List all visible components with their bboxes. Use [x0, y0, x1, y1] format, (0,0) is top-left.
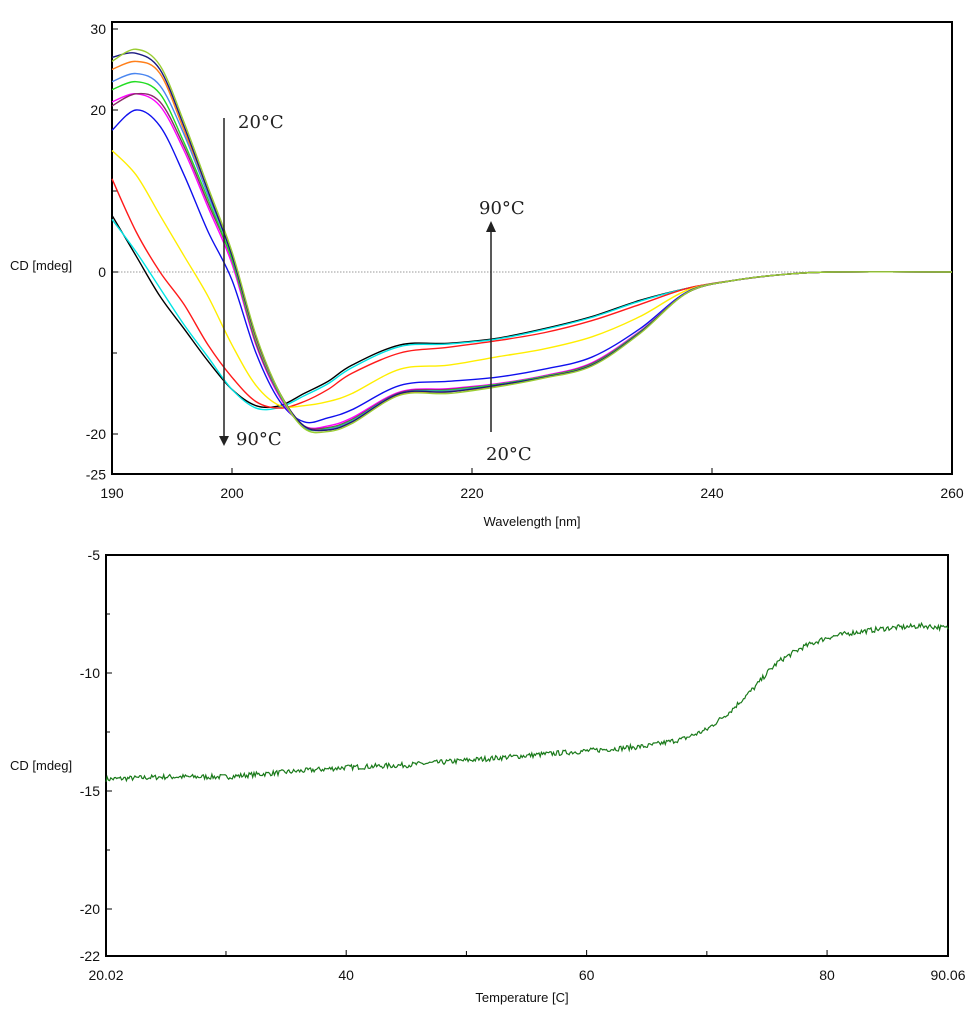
annotation-label: 20°C — [486, 444, 532, 465]
y-tick-label: -25 — [86, 467, 106, 483]
spectrum-series-line — [111, 80, 953, 432]
spectrum-series-line — [111, 178, 953, 409]
x-tick-label: 220 — [460, 485, 484, 501]
melting-plot-frame — [105, 554, 949, 957]
arrowhead-down-icon — [219, 436, 229, 446]
y-tick-label: -20 — [80, 901, 100, 917]
y-tick-label: -20 — [86, 426, 106, 442]
x-tick-label: 60 — [579, 967, 595, 983]
melting-chart: 20.02 40 60 80 90.06 -5 -10 -15 -20 -22 Temperatu… — [10, 547, 966, 1005]
x-tick-label: 20.02 — [88, 967, 123, 983]
y-tick-label: 20 — [90, 102, 106, 118]
x-tick-label: 90.06 — [930, 967, 965, 983]
melting-series-line — [105, 621, 949, 783]
x-tick-label: 240 — [700, 485, 724, 501]
melting-x-axis-label: Temperature [C] — [475, 990, 568, 1005]
y-tick-label: -10 — [80, 665, 100, 681]
x-tick-label: 80 — [819, 967, 835, 983]
spectra-x-axis-label: Wavelength [nm] — [483, 514, 580, 529]
x-tick-label: 200 — [220, 485, 244, 501]
melting-y-axis-label: CD [mdeg] — [10, 758, 72, 773]
annotation-label: 90°C — [236, 429, 282, 450]
annotation-label: 20°C — [238, 112, 284, 133]
annotation-label: 90°C — [479, 198, 525, 219]
x-tick-label: 260 — [940, 485, 964, 501]
spectrum-series-line — [111, 109, 953, 424]
spectra-y-axis-label: CD [mdeg] — [10, 258, 72, 273]
arrowhead-up-icon — [486, 221, 496, 232]
y-tick-label: 0 — [98, 264, 106, 280]
y-tick-label: -5 — [88, 547, 101, 563]
y-tick-label: -15 — [80, 783, 100, 799]
y-tick-label: 30 — [90, 21, 106, 37]
spectrum-series-line — [111, 52, 953, 432]
down-arrow-annotation: 20°C 90°C — [219, 112, 284, 450]
x-tick-label: 190 — [100, 485, 124, 501]
spectrum-series-line — [111, 48, 953, 434]
y-tick-label: -22 — [80, 948, 100, 964]
spectra-plot-frame — [111, 21, 953, 475]
x-tick-label: 40 — [338, 967, 354, 983]
up-arrow-annotation: 90°C 20°C — [479, 198, 532, 465]
